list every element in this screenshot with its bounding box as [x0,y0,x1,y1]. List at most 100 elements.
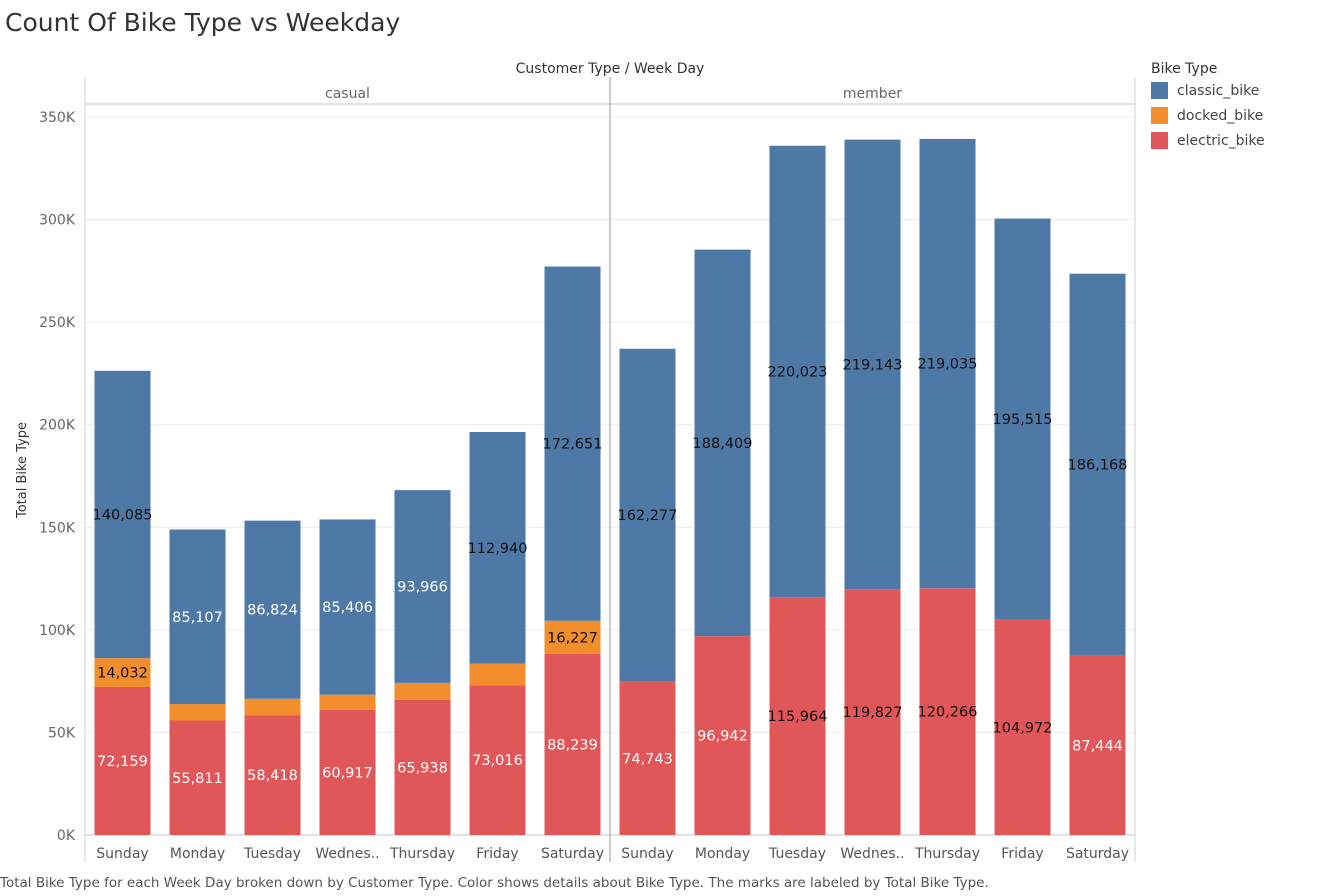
bar-segment-docked-bike [94,658,151,687]
bar-segment-classic-bike [94,370,151,659]
data-label: 172,651 [543,437,603,453]
bar-segment-classic-bike [544,266,601,621]
bar-segment-classic-bike [919,138,976,589]
data-label: 188,409 [693,436,753,452]
x-tick-label: Thursday [389,846,455,862]
bar-segment-electric-bike [919,588,976,835]
x-tick-label: Tuesday [243,846,301,862]
data-label: 55,811 [172,771,223,787]
data-label: 93,966 [397,580,448,596]
y-tick-label: 200K [39,418,76,434]
data-label: 58,418 [247,768,298,784]
data-label: 60,917 [322,766,373,782]
legend-label: classic_bike [1177,82,1260,99]
bar-segment-docked-bike [319,694,376,711]
bar-segment-docked-bike [394,682,451,700]
data-label: 96,942 [697,729,748,745]
legend-label: docked_bike [1177,107,1264,124]
data-label: 119,827 [843,705,903,721]
panel-header-casual: casual [325,86,370,102]
bar-segment-classic-bike [394,490,451,683]
data-label: 112,940 [468,541,528,557]
bar-segment-classic-bike [994,218,1051,620]
bar-segment-classic-bike [619,348,676,682]
data-label: 220,023 [768,364,828,380]
legend-item-docked-bike[interactable]: docked_bike [1151,103,1265,128]
data-label: 162,277 [618,508,678,524]
data-label: 72,159 [97,754,148,770]
chart-title: Count Of Bike Type vs Weekday [5,8,401,37]
bar-segment-classic-bike [169,529,226,705]
data-label: 115,964 [768,709,828,725]
bar-segment-classic-bike [244,520,301,699]
bar-segment-classic-bike [1069,273,1126,656]
bar-segment-electric-bike [694,636,751,835]
bar-segment-docked-bike [544,620,601,654]
legend-label: electric_bike [1177,132,1265,149]
bar-segment-electric-bike [844,589,901,835]
data-label: 120,266 [918,705,978,721]
data-label: 65,938 [397,760,448,776]
stacked-bar-chart: 0K 50K 100K 150K 200K 250K 300K 350K Total Bike … [15,61,1136,862]
bar-segment-docked-bike [244,698,301,716]
data-label: 195,515 [993,412,1053,428]
bar-segment-electric-bike [394,699,451,835]
bar-segment-electric-bike [544,653,601,835]
y-tick-label: 350K [39,110,76,126]
x-tick-label: Sunday [621,846,673,862]
x-tick-label: Wednes.. [315,846,379,862]
data-label: 140,085 [93,507,153,523]
data-label: 87,444 [1072,738,1123,754]
bar-segment-classic-bike [694,249,751,637]
data-label: 86,824 [247,603,298,619]
data-label: 104,972 [993,720,1053,736]
x-tick-label: Saturday [541,846,604,862]
bar-segment-electric-bike [619,681,676,835]
x-tick-label: Monday [695,846,750,862]
data-label: 85,406 [322,600,373,616]
data-label: 74,743 [622,751,673,767]
data-label: 73,016 [472,753,523,769]
data-label: 219,143 [843,357,903,373]
data-label: 186,168 [1068,458,1128,474]
bar-segment-classic-bike [469,431,526,664]
bar-segment-electric-bike [769,597,826,835]
bar-segment-classic-bike [319,519,376,695]
x-tick-label: Friday [1001,846,1043,862]
bar-segment-electric-bike [469,685,526,835]
x-tick-label: Thursday [914,846,980,862]
legend-item-electric-bike[interactable]: electric_bike [1151,128,1265,153]
bar-segment-electric-bike [994,619,1051,835]
data-label: 219,035 [918,357,978,373]
data-label: 14,032 [97,666,148,682]
y-axis-title: Total Bike Type [15,422,30,519]
legend-swatch [1151,107,1168,124]
y-tick-label: 150K [39,520,76,536]
data-label: 16,227 [547,630,598,646]
legend-swatch [1151,82,1168,99]
bar-segment-classic-bike [844,139,901,590]
y-tick-label: 50K [48,725,76,741]
x-tick-label: Sunday [96,846,148,862]
panel-header-member: member [843,86,902,102]
bar-segment-electric-bike [319,710,376,835]
bar-segment-classic-bike [769,145,826,598]
x-tick-label: Saturday [1066,846,1129,862]
chart-caption: Total Bike Type for each Week Day broken… [0,875,989,891]
legend-swatch [1151,132,1168,149]
y-tick-label: 300K [39,213,76,229]
legend-title: Bike Type [1151,61,1218,77]
bar-segment-docked-bike [169,704,226,721]
x-tick-label: Tuesday [768,846,826,862]
x-tick-label: Friday [476,846,518,862]
bar-segment-electric-bike [94,686,151,835]
bar-segment-electric-bike [169,720,226,835]
bar-segment-docked-bike [469,663,526,686]
bar-segment-electric-bike [244,715,301,835]
y-tick-label: 250K [39,315,76,331]
data-label: 88,239 [547,737,598,753]
y-tick-label: 100K [39,623,76,639]
legend-item-classic-bike[interactable]: classic_bike [1151,78,1265,103]
y-tick-label: 0K [57,828,76,844]
